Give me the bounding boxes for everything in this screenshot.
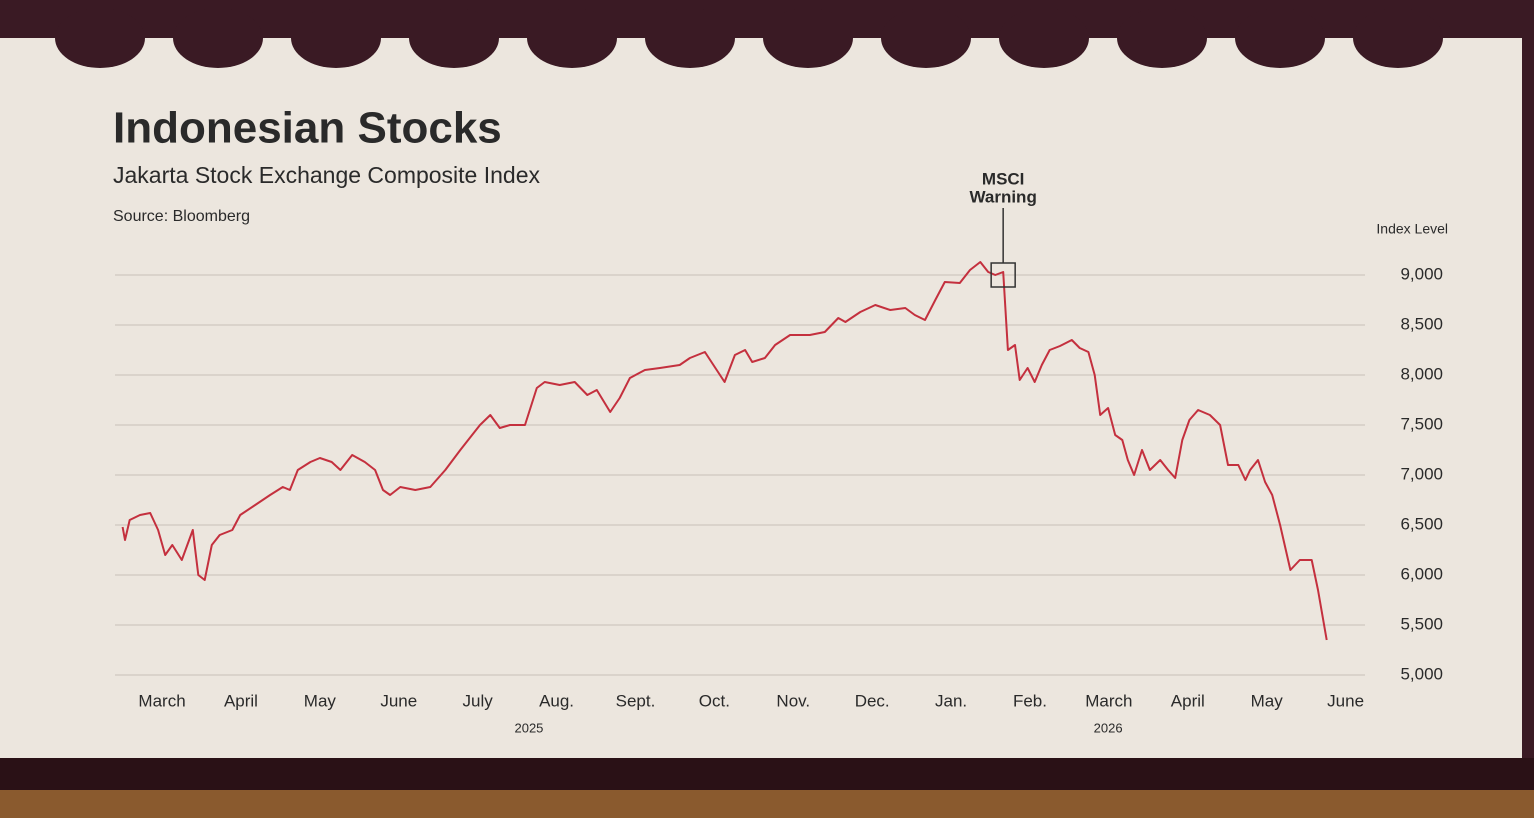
bottom-band xyxy=(0,758,1534,790)
x-tick-label: Dec. xyxy=(855,691,890,710)
y-axis-label: Index Level xyxy=(1376,221,1448,237)
paper xyxy=(0,30,1522,758)
bottom-trim xyxy=(0,790,1534,818)
x-tick-label: Sept. xyxy=(616,691,656,710)
annotation-text: MSCI xyxy=(982,169,1025,188)
x-tick-label: April xyxy=(1171,691,1205,710)
annotation-text: Warning xyxy=(969,187,1036,206)
x-tick-label: June xyxy=(380,691,417,710)
y-tick-label: 8,000 xyxy=(1400,364,1443,383)
plot: 5,000 5,500 6,000 6,500 7,000 7,500 8,000 8,500… xyxy=(115,169,1443,735)
x-tick-label: March xyxy=(1085,691,1132,710)
x-tick-label: Oct. xyxy=(699,691,730,710)
x-tick-label: Nov. xyxy=(776,691,810,710)
chart-title: Indonesian Stocks xyxy=(113,104,502,153)
y-tick-label: 6,000 xyxy=(1400,564,1443,583)
y-tick-label: 7,000 xyxy=(1400,464,1443,483)
y-tick-label: 9,000 xyxy=(1400,264,1443,283)
x-tick-label: March xyxy=(138,691,185,710)
y-tick-label: 6,500 xyxy=(1400,514,1443,533)
x-tick-label: Aug. xyxy=(539,691,574,710)
y-tick-label: 5,000 xyxy=(1400,664,1443,683)
x-tick-label: May xyxy=(1251,691,1284,710)
y-tick-label: 8,500 xyxy=(1400,314,1443,333)
x-tick-label: Jan. xyxy=(935,691,967,710)
x-tick-label: June xyxy=(1327,691,1364,710)
x-tick-label: April xyxy=(224,691,258,710)
y-tick-label: 7,500 xyxy=(1400,414,1443,433)
year-label: 2026 xyxy=(1094,720,1123,735)
year-label: 2025 xyxy=(514,720,543,735)
chart-subtitle: Jakarta Stock Exchange Composite Index xyxy=(113,162,541,188)
x-tick-label: July xyxy=(463,691,494,710)
data-line xyxy=(121,261,1328,641)
y-tick-label: 5,500 xyxy=(1400,614,1443,633)
x-tick-label: May xyxy=(304,691,337,710)
source-note: Source: Bloomberg xyxy=(113,208,250,225)
x-tick-label: Feb. xyxy=(1013,691,1047,710)
